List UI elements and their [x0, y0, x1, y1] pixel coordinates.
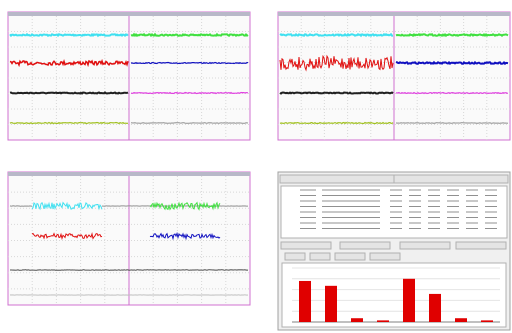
bar: [377, 320, 389, 322]
button[interactable]: [284, 252, 306, 261]
waveform: [9, 91, 129, 95]
tab[interactable]: [279, 174, 395, 184]
waveform: [130, 61, 249, 65]
button[interactable]: [399, 241, 451, 250]
waveform: [396, 60, 509, 66]
waveform: [9, 32, 129, 38]
waveform: [279, 32, 394, 38]
waveform: [31, 231, 103, 241]
scope-titlebar: [8, 12, 250, 16]
button[interactable]: [280, 241, 332, 250]
waveform: [395, 32, 509, 38]
bar: [455, 318, 467, 322]
bar: [299, 280, 311, 322]
button[interactable]: [369, 252, 401, 261]
waveform: [130, 91, 249, 95]
waveform: [279, 121, 394, 125]
chart-area: [281, 262, 507, 328]
bar: [325, 285, 337, 322]
button[interactable]: [455, 241, 507, 250]
waveform: [149, 231, 221, 241]
waveform: [9, 121, 129, 125]
button[interactable]: [309, 252, 331, 261]
bar: [403, 278, 415, 322]
waveform: [9, 58, 129, 68]
bar: [481, 320, 493, 322]
waveform: [279, 91, 394, 95]
table-rows: [300, 189, 497, 229]
button[interactable]: [334, 252, 366, 261]
waveform: [31, 201, 103, 211]
waveform: [130, 32, 249, 38]
bar: [351, 318, 363, 322]
button[interactable]: [339, 241, 391, 250]
waveform: [395, 91, 509, 95]
scope-titlebar: [8, 172, 250, 176]
tab[interactable]: [393, 174, 509, 184]
analysis-window: [277, 171, 511, 331]
bar: [429, 293, 441, 322]
scope-titlebar: [278, 12, 510, 16]
waveform: [149, 201, 221, 211]
waveform: [279, 54, 394, 72]
